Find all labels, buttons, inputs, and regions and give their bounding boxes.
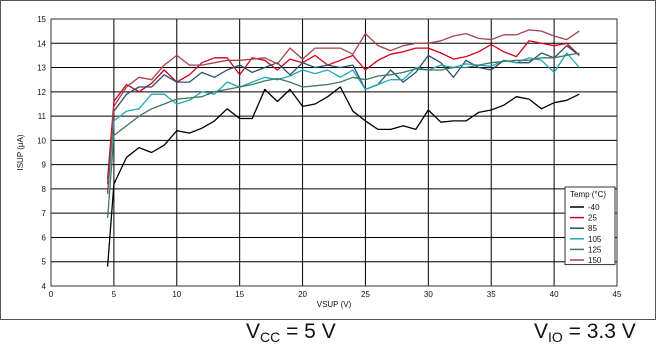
y-tick-label: 8 <box>42 185 47 194</box>
y-tick-label: 14 <box>37 39 46 48</box>
series-lines <box>106 29 580 267</box>
x-tick-label: 40 <box>550 290 559 299</box>
plot-area <box>50 18 618 287</box>
vcc-condition: VCC = 5 V <box>246 318 336 351</box>
legend-label--40: -40 <box>588 203 600 212</box>
y-tick-label: 7 <box>42 209 47 218</box>
x-tick-label: 30 <box>424 290 433 299</box>
x-tick-label: 10 <box>172 290 181 299</box>
vcc-value: = 5 V <box>280 320 336 343</box>
y-tick-label: 9 <box>42 161 47 170</box>
legend-box <box>564 186 616 266</box>
x-tick-label: 15 <box>235 290 244 299</box>
y-tick-label: 13 <box>37 64 46 73</box>
vio-value: = 3.3 V <box>562 320 636 343</box>
y-tick-label: 11 <box>38 112 47 121</box>
vcc-symbol: V <box>246 320 261 343</box>
y-axis-label: ISUP (μA) <box>16 134 25 170</box>
vio-condition: VIO = 3.3 V <box>534 318 636 351</box>
legend-label-125: 125 <box>588 245 602 254</box>
x-tick-label: 25 <box>361 290 370 299</box>
x-tick-label: 20 <box>298 290 307 299</box>
x-tick-label: 45 <box>613 290 622 299</box>
series-line-125 <box>106 52 580 219</box>
vio-symbol: V <box>534 320 549 343</box>
vcc-subscript: CC <box>260 329 281 345</box>
x-tick-label: 5 <box>112 290 117 299</box>
x-tick-label: 35 <box>487 290 496 299</box>
legend-label-25: 25 <box>588 214 597 223</box>
y-tick-label: 4 <box>42 282 47 291</box>
legend-title: Temp (°C) <box>570 190 606 199</box>
x-axis-label: VSUP (V) <box>317 300 352 309</box>
series-line--40 <box>106 86 580 267</box>
y-tick-label: 5 <box>42 258 47 267</box>
y-tick-label: 15 <box>37 15 46 24</box>
series-line-25 <box>106 40 580 180</box>
series-line-105 <box>106 52 580 194</box>
vio-subscript: IO <box>548 329 563 345</box>
series-line-150 <box>106 29 580 194</box>
y-tick-label: 6 <box>42 233 47 242</box>
series-line-85 <box>106 45 580 185</box>
x-tick-label: 0 <box>49 290 54 299</box>
legend-label-85: 85 <box>588 224 597 233</box>
y-tick-label: 12 <box>37 88 46 97</box>
legend-label-150: 150 <box>588 256 602 265</box>
y-tick-label: 10 <box>37 136 46 145</box>
legend-label-105: 105 <box>588 235 602 244</box>
chart-frame: 0 5 10 15 20 25 30 35 40 45 4 5 6 7 8 9 10 11 12 13 14 15 VSU… <box>0 0 656 320</box>
